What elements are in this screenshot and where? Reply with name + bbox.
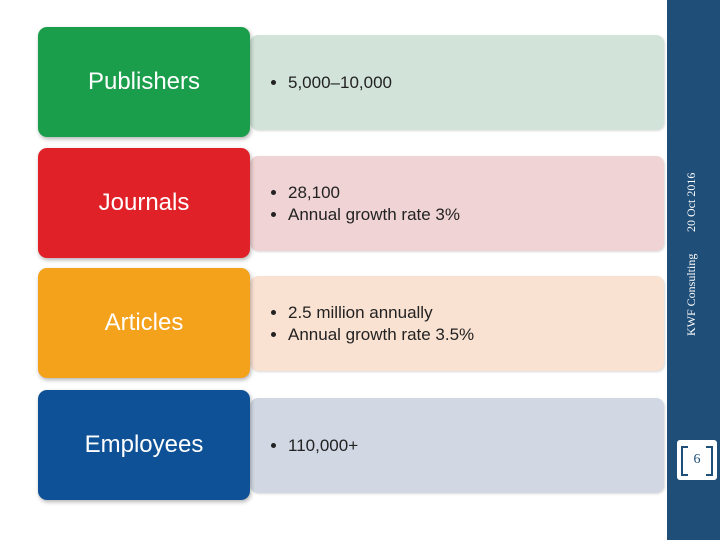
bullet-list: 5,000–10,000	[250, 72, 392, 94]
bullet: Annual growth rate 3%	[288, 204, 460, 226]
description-panel: 28,100Annual growth rate 3%	[250, 156, 664, 251]
description-panel: 5,000–10,000	[250, 35, 664, 130]
row-label: Publishers	[38, 27, 250, 137]
description-panel: 110,000+	[250, 398, 664, 493]
page-number: 6	[677, 440, 717, 480]
bullet: 2.5 million annually	[288, 302, 474, 324]
row-label: Employees	[38, 390, 250, 500]
row-label: Journals	[38, 148, 250, 258]
organization: KWF Consulting	[684, 253, 698, 336]
date: 20 Oct 2016	[684, 172, 698, 232]
row-label: Articles	[38, 268, 250, 378]
bullet: 5,000–10,000	[288, 72, 392, 94]
description-panel: 2.5 million annuallyAnnual growth rate 3…	[250, 276, 664, 371]
bullet-list: 110,000+	[250, 435, 358, 457]
bullet: Annual growth rate 3.5%	[288, 324, 474, 346]
bullet: 28,100	[288, 182, 460, 204]
bullet: 110,000+	[288, 435, 358, 457]
bullet-list: 2.5 million annuallyAnnual growth rate 3…	[250, 302, 474, 346]
bullet-list: 28,100Annual growth rate 3%	[250, 182, 460, 226]
